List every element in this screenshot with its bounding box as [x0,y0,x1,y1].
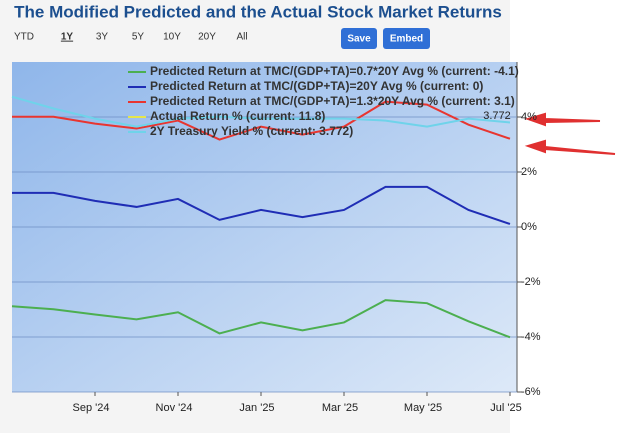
y-tick-label: 2% [521,166,537,178]
x-tick-label: Mar '25 [322,402,358,414]
y-tick-label: 4% [521,111,537,123]
range-button[interactable]: 3Y [96,32,109,43]
chart-title: The Modified Predicted and the Actual St… [14,2,502,21]
action-button[interactable] [341,28,377,49]
series-line [11,299,511,339]
range-button[interactable]: 1Y [61,32,74,43]
legend-label: Predicted Return at TMC/(GDP+TA)=20Y Avg… [150,79,483,93]
range-button[interactable]: 20Y [198,32,216,43]
x-tick-label: Sep '24 [73,402,110,414]
range-button[interactable]: 10Y [163,32,181,43]
y-tick-label: -6% [521,386,541,398]
range-button[interactable]: All [236,32,247,43]
x-tick-label: Nov '24 [156,402,193,414]
legend-label: 2Y Treasury Yield % (current: 3.772) [150,124,353,138]
series-line [11,95,511,128]
y-tick-label: 0% [521,221,537,233]
x-tick-label: May '25 [404,402,442,414]
series-line [12,100,511,141]
y-tick-label: -4% [521,331,541,343]
x-tick-label: Jan '25 [239,402,274,414]
range-button[interactable]: YTD [14,32,34,43]
legend-label: Actual Return % (current: 11.8) [150,109,325,123]
arrows [524,112,616,155]
y-tick-label: -2% [521,276,541,288]
range-button[interactable]: 5Y [132,32,145,43]
action-button[interactable] [383,28,430,49]
action-button-label[interactable]: Save [347,34,371,45]
x-tick-label: Jul '25 [490,402,521,414]
action-button-label[interactable]: Embed [390,34,423,45]
legend-label: Predicted Return at TMC/(GDP+TA)=1.3*20Y… [150,94,515,108]
legend-label: Predicted Return at TMC/(GDP+TA)=0.7*20Y… [150,64,519,78]
series-line [12,185,511,225]
end-label: 3.772 [483,110,511,122]
